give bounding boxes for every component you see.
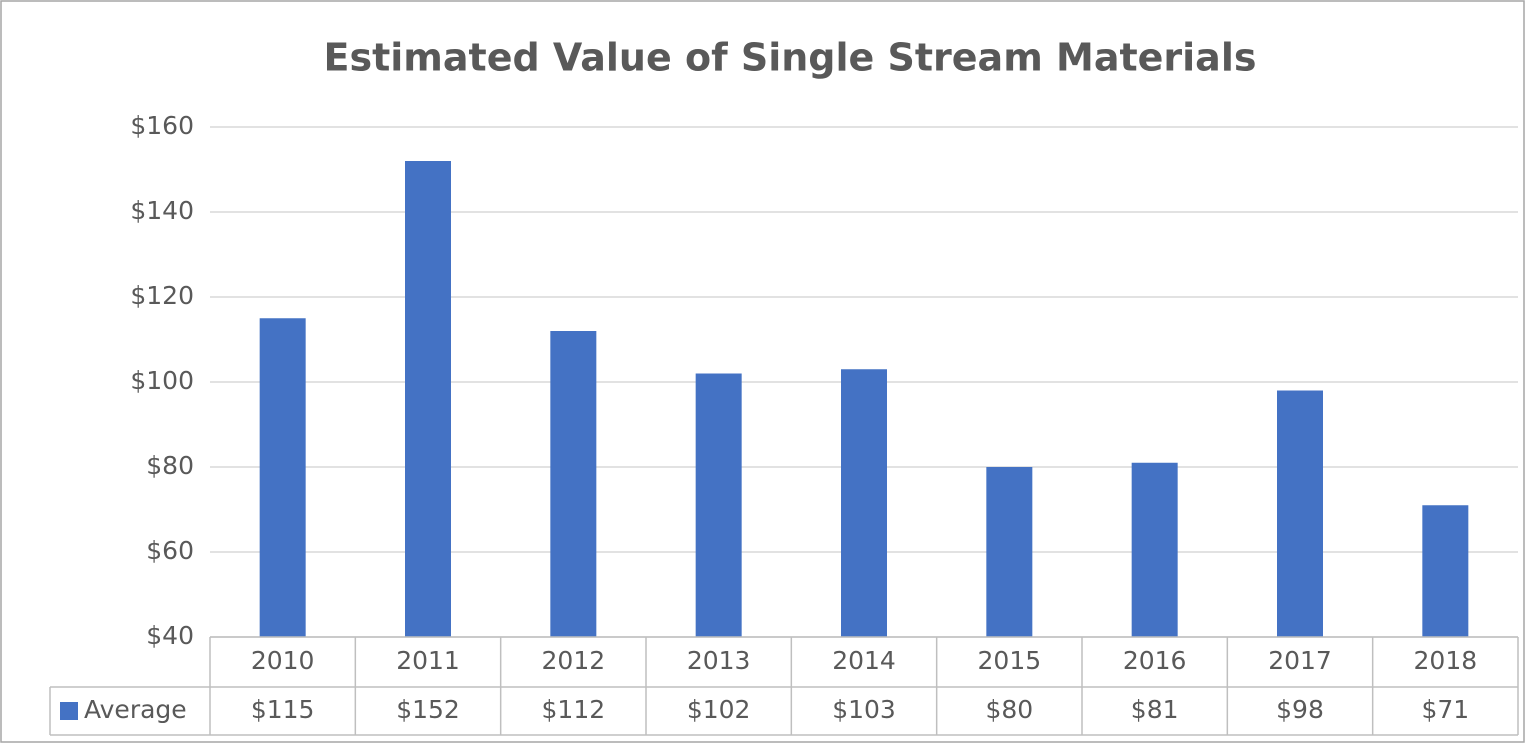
table-value: $71 <box>1421 695 1469 724</box>
legend-label: Average <box>84 695 187 724</box>
x-tick-label: 2011 <box>396 646 460 675</box>
x-tick-label: 2016 <box>1123 646 1187 675</box>
chart-title: Estimated Value of Single Stream Materia… <box>324 36 1257 80</box>
y-tick-label: $40 <box>146 621 194 650</box>
bar <box>986 467 1033 637</box>
table-value: $80 <box>985 695 1033 724</box>
table-value: $103 <box>832 695 896 724</box>
x-tick-label: 2017 <box>1268 646 1332 675</box>
table-value: $152 <box>396 695 460 724</box>
bar <box>1422 505 1469 637</box>
x-tick-label: 2012 <box>542 646 606 675</box>
bar <box>259 318 306 637</box>
bar <box>841 369 887 637</box>
bar <box>1131 462 1178 637</box>
y-tick-label: $60 <box>146 536 194 565</box>
table-value: $81 <box>1131 695 1179 724</box>
legend-swatch <box>60 702 78 720</box>
y-tick-label: $100 <box>130 366 194 395</box>
y-tick-label: $140 <box>130 196 194 225</box>
x-tick-label: 2013 <box>687 646 751 675</box>
x-tick-label: 2015 <box>978 646 1042 675</box>
bar <box>550 331 597 637</box>
x-tick-label: 2010 <box>251 646 315 675</box>
table-value: $102 <box>687 695 751 724</box>
x-tick-label: 2014 <box>832 646 896 675</box>
bar <box>405 161 451 637</box>
x-tick-label: 2018 <box>1414 646 1478 675</box>
bar <box>1277 390 1323 637</box>
y-tick-label: $160 <box>130 111 194 140</box>
bar <box>695 373 742 637</box>
y-tick-label: $120 <box>130 281 194 310</box>
table-value: $112 <box>542 695 606 724</box>
table-value: $115 <box>251 695 315 724</box>
table-value: $98 <box>1276 695 1324 724</box>
y-tick-label: $80 <box>146 451 194 480</box>
